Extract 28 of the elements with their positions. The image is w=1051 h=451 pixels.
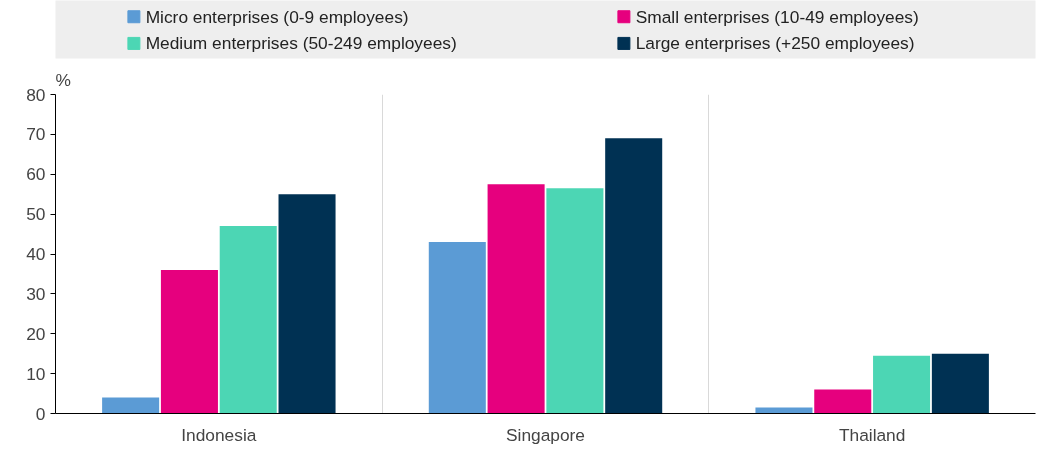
bar <box>219 226 277 414</box>
legend-label: Micro enterprises (0-9 employees) <box>145 6 409 27</box>
y-tick-label: 50 <box>26 204 46 225</box>
y-tick-label: 20 <box>26 323 46 344</box>
bar <box>487 184 545 414</box>
x-tick-label: Thailand <box>838 424 906 445</box>
y-tick-label: 70 <box>26 124 46 145</box>
legend-label: Small enterprises (10-49 employees) <box>635 6 919 27</box>
bar <box>931 353 989 414</box>
bar <box>102 397 160 414</box>
y-tick-label: 80 <box>26 84 46 105</box>
legend-label: Large enterprises (+250 employees) <box>635 33 915 54</box>
y-axis-title: % <box>55 69 71 90</box>
y-tick-label: 10 <box>26 363 46 384</box>
y-tick-label: 60 <box>26 164 46 185</box>
bar <box>605 138 663 414</box>
bar <box>428 242 486 414</box>
bar <box>160 269 218 414</box>
bar <box>873 355 931 414</box>
x-tick-label: Indonesia <box>181 424 257 445</box>
y-tick-label: 40 <box>26 244 46 264</box>
legend-label: Medium enterprises (50-249 employees) <box>145 33 457 54</box>
bar <box>278 194 336 414</box>
x-tick-label: Singapore <box>506 424 586 445</box>
y-tick-label: 30 <box>26 283 46 304</box>
bar <box>546 188 604 414</box>
y-tick-label: 0 <box>35 403 46 424</box>
bar <box>814 389 872 414</box>
